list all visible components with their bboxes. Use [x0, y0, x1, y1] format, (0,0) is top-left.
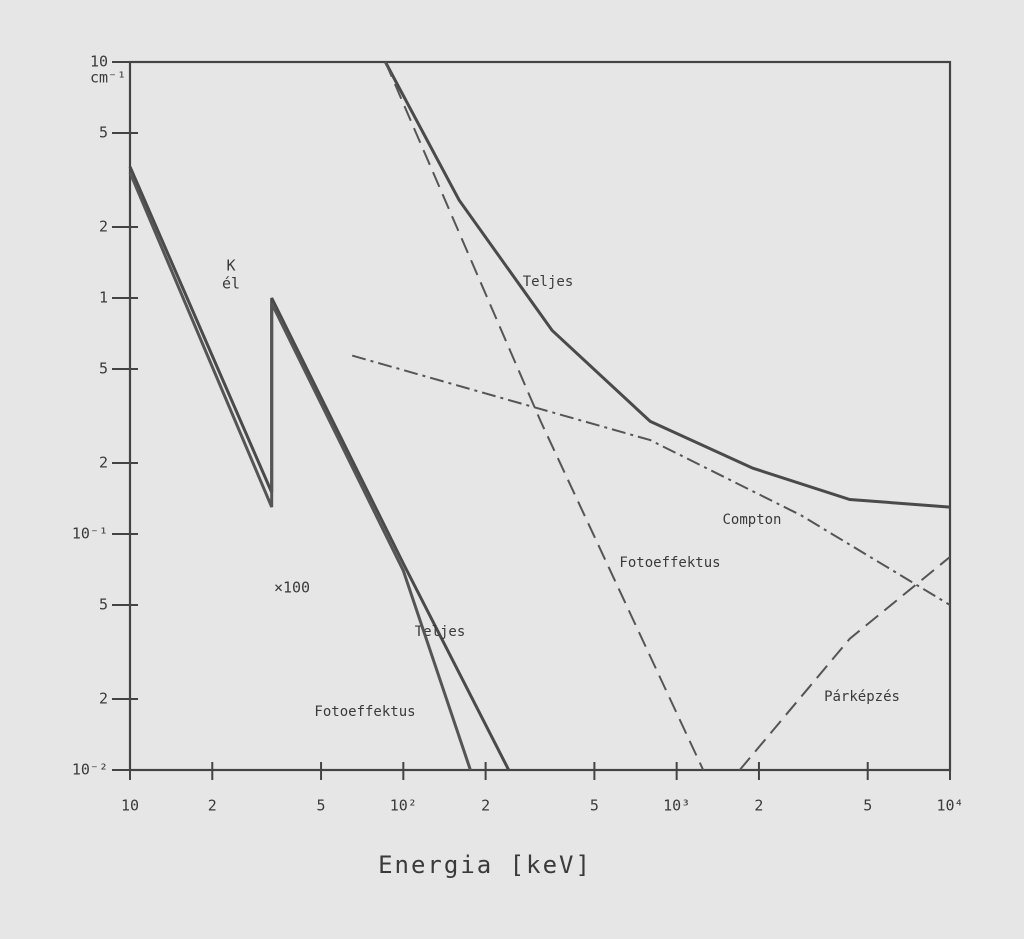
x-tick-label: 10² [390, 797, 417, 815]
y-tick-label: 10⁻² [72, 761, 108, 779]
series-line [384, 61, 951, 509]
y-tick-label: 2 [99, 217, 108, 235]
series-label: Teljes [523, 274, 574, 290]
y-tick-label: 5 [99, 124, 108, 142]
series-line [384, 61, 705, 771]
y-axis-label: cm⁻¹ [90, 69, 126, 87]
x-tick-label: 2 [754, 797, 763, 815]
x-tick-label: 2 [208, 797, 217, 815]
annotation: ×100 [274, 579, 310, 597]
series-label: Compton [722, 512, 781, 528]
annotation: K [226, 257, 235, 275]
plot-frame [128, 60, 952, 772]
series-line [128, 172, 472, 771]
y-tick-label: 5 [99, 360, 108, 378]
series-line [738, 556, 951, 771]
series-label: Párképzés [824, 689, 900, 705]
y-tick-label: 1 [99, 289, 108, 307]
series-label: Teljes [415, 624, 466, 640]
x-tick-label: 10³ [663, 797, 690, 815]
series-line [128, 166, 511, 771]
x-tick-label: 2 [481, 797, 490, 815]
x-tick-label: 10 [121, 797, 139, 815]
y-tick-label: 5 [99, 596, 108, 614]
series-line [351, 354, 951, 606]
annotation: él [222, 275, 240, 293]
series-label: Fotoeffektus [314, 704, 415, 720]
x-tick-label: 5 [590, 797, 599, 815]
y-tick-label: 2 [99, 689, 108, 707]
x-axis-label: Energia [keV] [378, 851, 592, 879]
series-label: Fotoeffektus [619, 555, 720, 571]
y-tick-label: 10⁻¹ [72, 525, 108, 543]
y-tick-label: 10 [90, 53, 108, 71]
x-tick-label: 10⁴ [936, 797, 963, 815]
y-tick-label: 2 [99, 453, 108, 471]
x-tick-label: 5 [317, 797, 326, 815]
x-tick-label: 5 [863, 797, 872, 815]
